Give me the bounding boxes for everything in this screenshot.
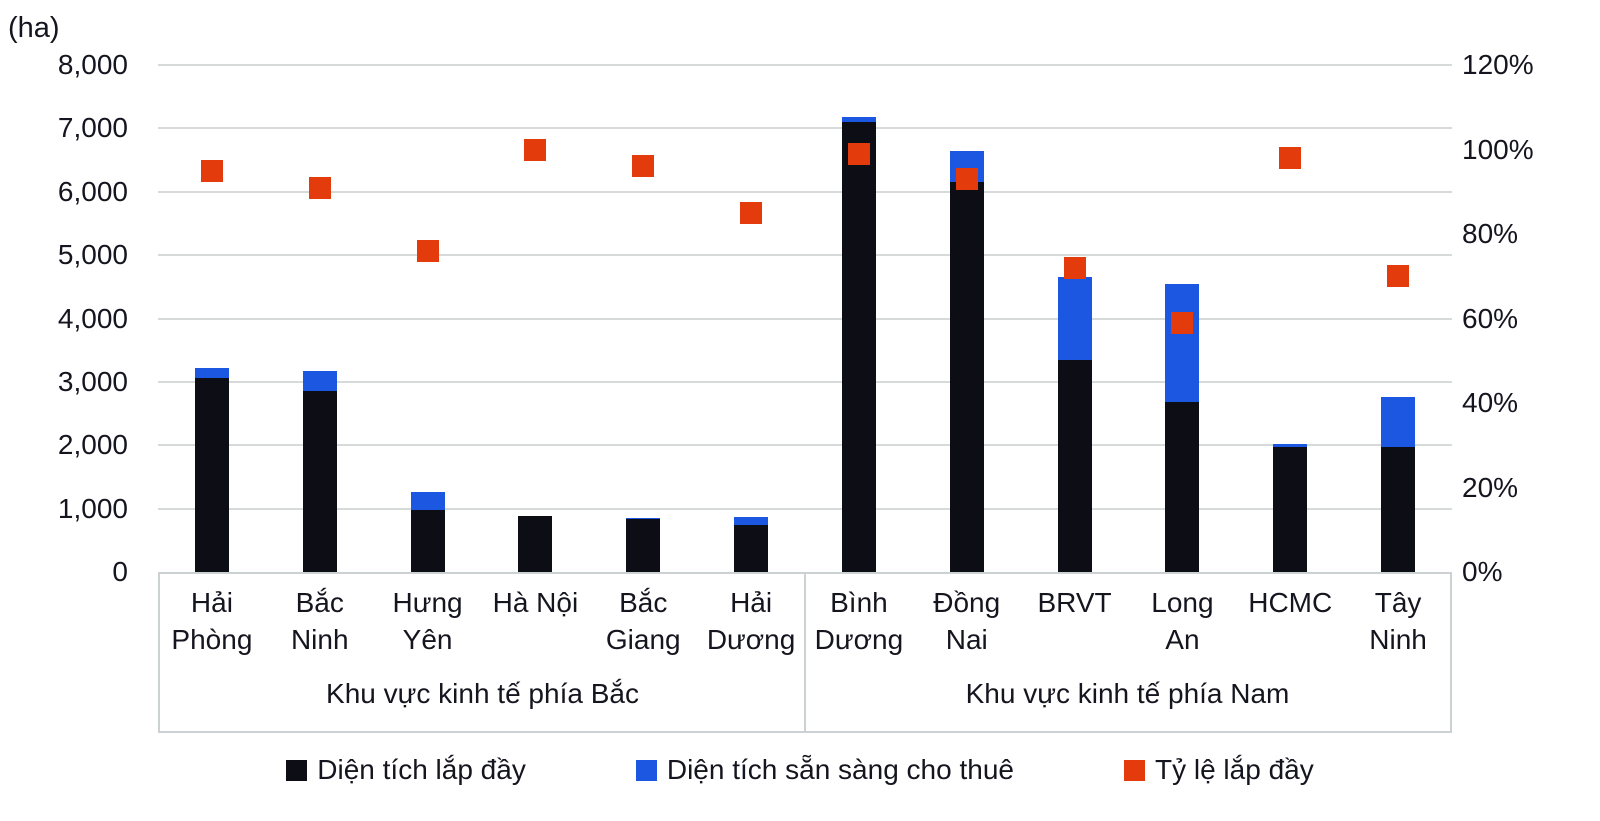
bar-ready [734,516,769,525]
bar-ready [410,492,445,510]
bar-ready [1273,444,1308,447]
legend-item-occupied: Diện tích lắp đầy [286,754,526,786]
category-axis-box: Khu vực kinh tế phía Bắc Khu vực kinh tế… [158,572,1452,733]
category-label: Tây Ninh [1369,587,1427,655]
bar-ready [1381,397,1416,448]
rate-marker [200,159,223,182]
legend-item-ready: Diện tích sẵn sàng cho thuê [635,754,1014,786]
bar-occupied [949,182,984,572]
rate-marker [1063,256,1086,279]
rate-swatch-icon [1123,759,1145,781]
bar-occupied [302,390,337,572]
category-label: HCMC [1248,587,1333,618]
bar-occupied [1057,359,1092,572]
category-label: Hưng Yên [392,587,463,655]
left-axis-tick-label: 5,000 [57,239,128,271]
rate-marker [1279,146,1302,169]
category-label: BRVT [1037,587,1112,618]
bar-occupied [626,519,661,572]
bar-occupied [518,515,553,572]
bar-occupied [1165,402,1200,572]
left-axis-unit-label: (ha) [8,12,60,44]
group-label-south: Khu vực kinh tế phía Nam [965,678,1290,709]
left-axis-tick-label: 0 [112,556,128,587]
bar-ready [194,368,229,379]
bar-occupied [410,509,445,572]
plot-area [158,64,1452,572]
rate-marker [416,239,439,262]
legend-label-occupied: Diện tích lắp đầy [317,754,526,785]
bar-ready [302,371,337,391]
right-axis-tick-label: 120% [1462,49,1534,80]
gridline [158,190,1452,193]
bar-occupied [1273,446,1308,572]
bar-ready [626,517,661,520]
ready-swatch-icon [635,759,657,781]
category-label: Đồng Nai [933,587,1001,655]
right-axis-tick-label: 40% [1462,387,1519,418]
category-label: Bắc Ninh [290,587,349,655]
rate-marker [740,201,763,224]
rate-marker [847,142,870,165]
category-label: Bình Dương [814,587,904,655]
gridline [158,507,1452,510]
left-axis-tick-label: 3,000 [57,365,128,397]
bar-ready [1057,277,1092,360]
right-axis-tick-labels: 0% 20% 40% 60% 80% 100% 120% [1462,49,1600,587]
category-label: Hải Phòng [171,587,253,655]
left-axis-tick-label: 4,000 [57,302,128,334]
rate-marker [524,138,547,161]
bar-ready [1165,284,1200,403]
gridline [158,380,1452,383]
gridline [158,254,1452,257]
right-axis-tick-label: 60% [1462,302,1519,334]
legend-label-ready: Diện tích sẵn sàng cho thuê [666,754,1014,785]
bar-occupied [841,122,876,572]
category-label: Bắc Giang [605,587,681,655]
group-label-north: Khu vực kinh tế phía Bắc [326,678,639,709]
legend-label-rate: Tỷ lệ lắp đầy [1154,754,1314,785]
right-axis-tick-label: 20% [1462,471,1519,503]
right-axis-tick-label: 0% [1462,556,1503,587]
category-label: Hải Dương [706,587,796,655]
rate-marker [632,155,655,178]
left-axis-tick-label: 2,000 [57,429,128,461]
left-axis-tick-label: 1,000 [57,492,128,524]
rate-marker [308,176,331,199]
left-axis-tick-label: 7,000 [57,112,128,144]
gridline [158,444,1452,447]
bar-occupied [194,378,229,572]
rate-marker [1171,311,1194,334]
right-axis-tick-label: 100% [1462,133,1534,165]
bar-ready [841,116,876,122]
category-label: Long An [1151,587,1214,655]
right-axis-tick-label: 80% [1462,218,1519,249]
rate-marker [955,168,978,191]
left-axis-tick-label: 8,000 [57,49,128,80]
gridline [158,64,1452,66]
legend-item-rate: Tỷ lệ lắp đầy [1123,754,1314,786]
gridline [158,127,1452,130]
category-label: Hà Nội [492,587,579,618]
bar-occupied [734,524,769,572]
bar-occupied [1381,447,1416,572]
occupied-swatch-icon [286,759,308,781]
gridline [158,317,1452,320]
left-axis-tick-label: 6,000 [57,175,128,207]
legend: Diện tích lắp đầy Diện tích sẵn sàng cho… [0,747,1600,793]
rate-marker [1387,265,1410,288]
left-axis-tick-labels: 0 1,000 2,000 3,000 4,000 5,000 6,000 7,000 8,00… [0,49,128,587]
group-divider-line [804,574,806,731]
